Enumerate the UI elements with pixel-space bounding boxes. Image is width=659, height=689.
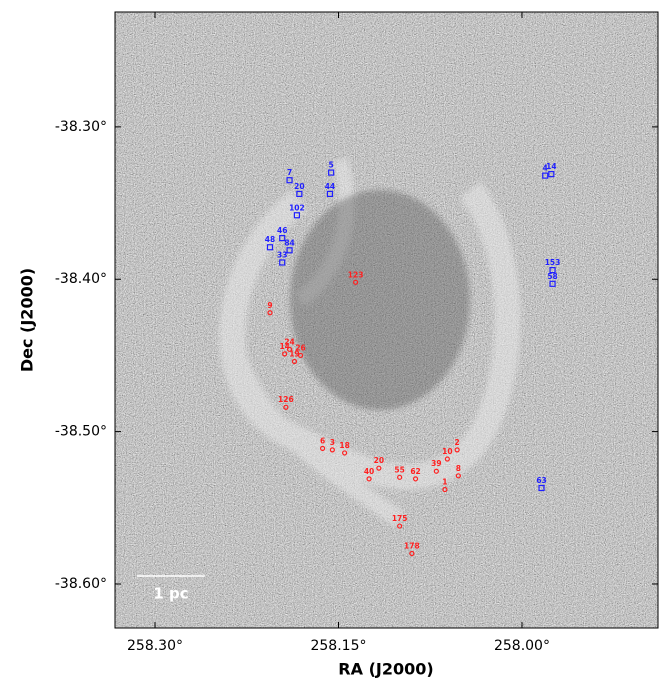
source-marker bbox=[279, 259, 286, 266]
y-tick-label: -38.30° bbox=[55, 119, 107, 135]
source-label: 1 bbox=[442, 478, 447, 487]
plot-frame bbox=[114, 11, 659, 629]
source-marker bbox=[286, 177, 293, 184]
y-tick-label: -38.50° bbox=[55, 424, 107, 440]
source-label: 26 bbox=[295, 343, 305, 352]
source-marker bbox=[542, 172, 549, 179]
source-label: 48 bbox=[265, 235, 275, 244]
source-marker bbox=[549, 267, 556, 274]
source-label: 3 bbox=[330, 438, 335, 447]
source-label: 62 bbox=[410, 467, 420, 476]
source-marker bbox=[266, 244, 274, 251]
source-label: 55 bbox=[394, 465, 404, 474]
source-marker bbox=[279, 235, 286, 242]
source-label: 102 bbox=[289, 203, 305, 212]
source-label: 14 bbox=[546, 162, 556, 171]
source-label: 10 bbox=[442, 447, 452, 456]
source-label: 33 bbox=[277, 250, 287, 259]
source-label: 7 bbox=[287, 168, 292, 177]
x-tick-label: 258.30° bbox=[127, 638, 183, 654]
source-label: 18 bbox=[339, 441, 349, 450]
source-label: 84 bbox=[284, 238, 294, 247]
source-label: 126 bbox=[278, 395, 294, 404]
sky-image bbox=[115, 12, 658, 628]
source-marker bbox=[326, 190, 334, 198]
source-label: 58 bbox=[547, 272, 557, 281]
source-marker bbox=[366, 476, 372, 482]
source-label: 63 bbox=[536, 476, 546, 485]
source-marker bbox=[296, 190, 303, 198]
source-label: 46 bbox=[277, 226, 287, 235]
scale-bar-label: 1 pc bbox=[153, 585, 188, 603]
source-marker bbox=[538, 484, 545, 492]
source-label: 123 bbox=[348, 270, 364, 279]
source-marker bbox=[442, 486, 448, 493]
source-marker bbox=[283, 404, 289, 410]
source-label: 5 bbox=[329, 161, 334, 170]
y-axis-label: Dec (J2000) bbox=[18, 268, 37, 372]
source-label: 153 bbox=[545, 258, 561, 267]
source-marker bbox=[342, 450, 348, 456]
source-label: 14 bbox=[279, 342, 289, 351]
y-tick-label: -38.60° bbox=[55, 576, 107, 592]
source-label: 6 bbox=[320, 436, 325, 445]
source-marker bbox=[282, 351, 288, 357]
source-label: 2 bbox=[455, 438, 460, 447]
source-marker bbox=[353, 279, 359, 285]
source-marker bbox=[291, 358, 298, 365]
source-marker bbox=[397, 523, 403, 529]
source-marker bbox=[297, 352, 304, 359]
source-marker bbox=[412, 476, 419, 482]
source-marker bbox=[409, 550, 415, 557]
source-label: 4 bbox=[543, 164, 548, 173]
source-label: 20 bbox=[294, 182, 304, 191]
x-tick-label: 258.15° bbox=[310, 638, 366, 654]
source-marker bbox=[286, 346, 293, 352]
source-label: 20 bbox=[374, 456, 384, 465]
source-marker bbox=[548, 171, 555, 178]
source-marker bbox=[549, 280, 556, 287]
source-marker bbox=[267, 310, 273, 316]
source-marker bbox=[293, 212, 300, 219]
source-label: 8 bbox=[456, 464, 461, 473]
source-label: 44 bbox=[325, 182, 335, 191]
x-tick-label: 258.00° bbox=[494, 638, 550, 654]
source-marker bbox=[454, 447, 460, 453]
source-label: 175 bbox=[392, 514, 408, 523]
source-marker bbox=[328, 169, 335, 176]
source-label: 39 bbox=[431, 459, 441, 468]
source-marker bbox=[376, 465, 382, 471]
source-label: 178 bbox=[404, 541, 420, 550]
source-marker bbox=[329, 447, 335, 453]
y-tick-label: -38.40° bbox=[55, 271, 107, 287]
source-label: 40 bbox=[364, 467, 374, 476]
source-marker bbox=[319, 445, 326, 451]
source-label: 9 bbox=[267, 301, 272, 310]
source-marker bbox=[444, 456, 450, 462]
source-marker bbox=[286, 247, 293, 254]
source-label: 24 bbox=[284, 337, 294, 346]
source-marker bbox=[397, 474, 403, 480]
source-label: 19 bbox=[289, 350, 299, 359]
source-marker bbox=[455, 473, 461, 479]
source-marker bbox=[433, 468, 439, 474]
x-axis-label: RA (J2000) bbox=[338, 660, 433, 679]
